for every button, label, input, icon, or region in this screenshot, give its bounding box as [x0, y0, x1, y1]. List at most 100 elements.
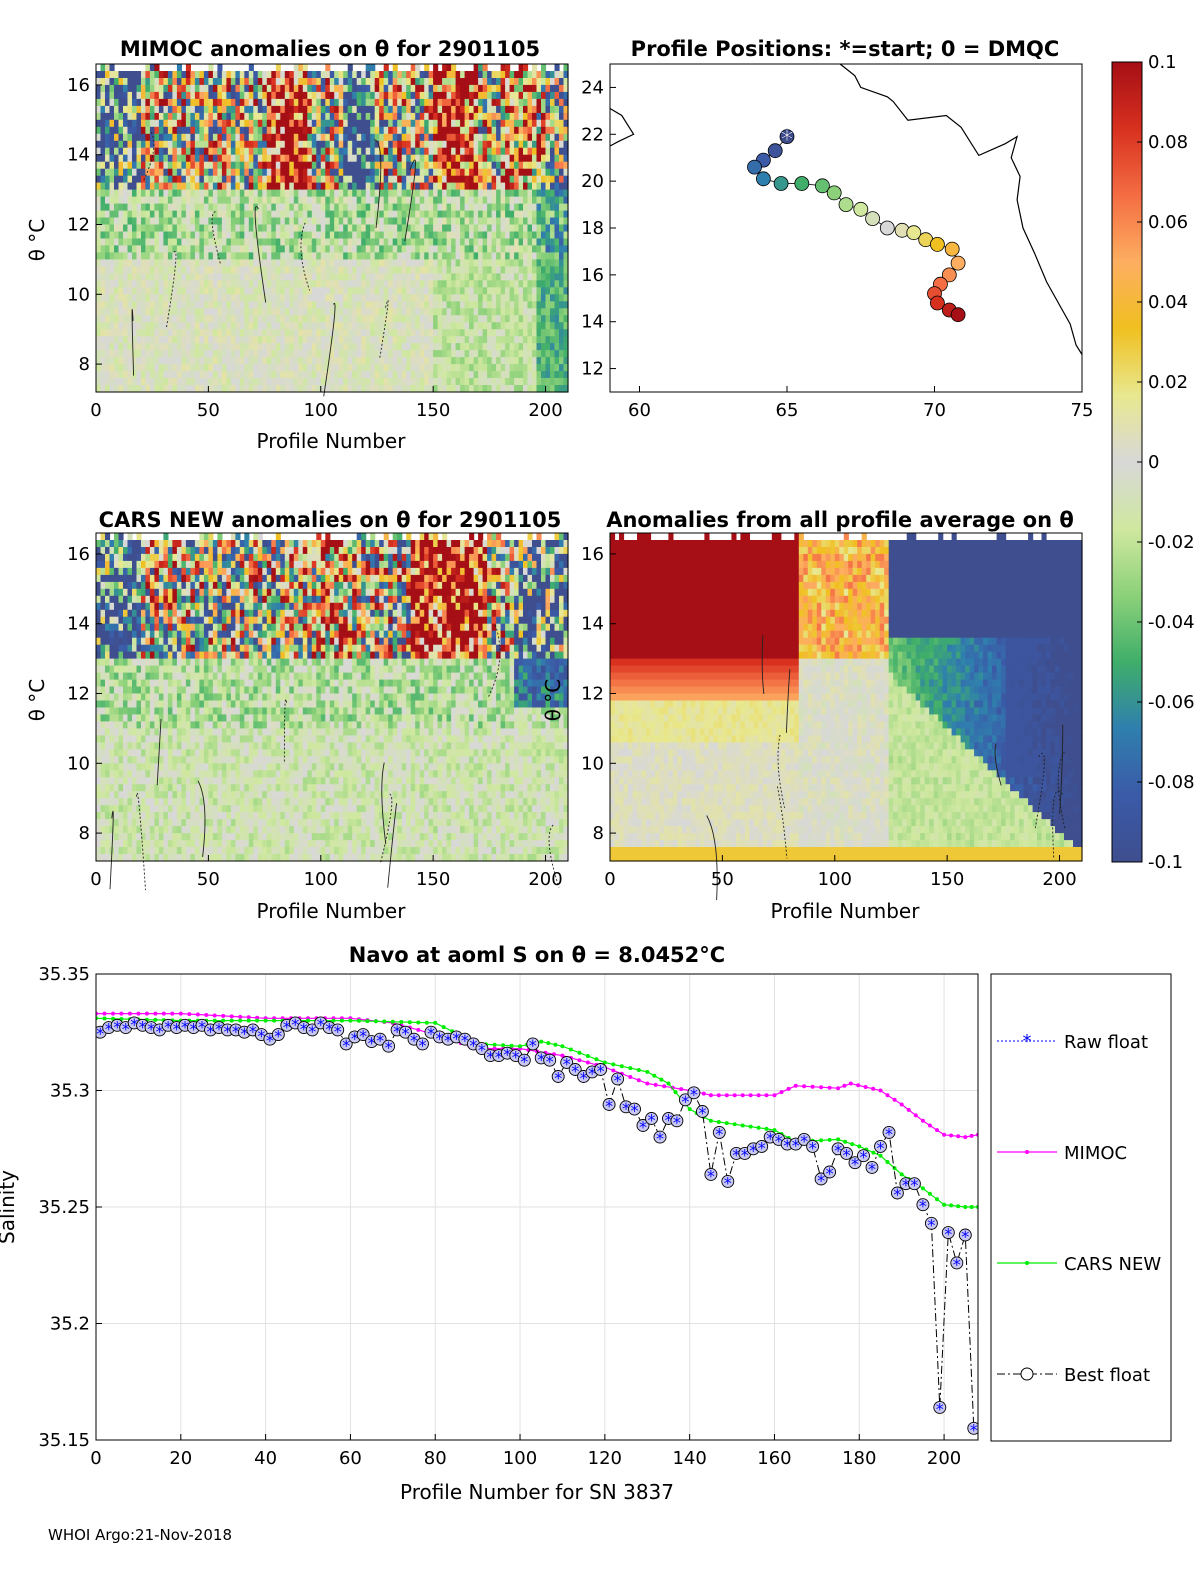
heatmap-cell — [424, 196, 430, 205]
heatmap-cell — [262, 91, 268, 100]
heatmap-cell — [253, 245, 259, 253]
heatmap-cell — [487, 112, 493, 121]
heatmap-cell — [163, 308, 169, 316]
heatmap-cell — [478, 182, 484, 191]
heatmap-cell — [455, 189, 461, 198]
heatmap-cell — [118, 343, 124, 351]
heatmap-cell — [172, 126, 178, 135]
heatmap-cell — [212, 287, 218, 295]
heatmap-cell — [406, 245, 412, 253]
heatmap-cell — [185, 140, 191, 149]
heatmap-cell — [194, 91, 200, 100]
heatmap-cell — [235, 301, 241, 309]
heatmap-cell — [181, 273, 187, 281]
heatmap-cell — [554, 350, 560, 358]
heatmap-cell — [257, 336, 263, 344]
heatmap-cell — [141, 252, 147, 260]
heatmap-cell — [509, 105, 515, 114]
heatmap-cell — [158, 182, 164, 191]
heatmap-cell — [397, 315, 403, 323]
heatmap-cell — [96, 112, 102, 121]
heatmap-cell — [149, 64, 155, 72]
heatmap-cell — [293, 175, 299, 184]
heatmap-cell — [545, 343, 551, 351]
heatmap-cell — [181, 301, 187, 309]
heatmap-cell — [545, 140, 551, 149]
heatmap-cell — [248, 315, 254, 323]
heatmap-cell — [518, 364, 524, 372]
heatmap-cell — [266, 364, 272, 372]
heatmap-cell — [167, 273, 173, 281]
heatmap-cell — [275, 252, 281, 260]
heatmap-cell — [388, 203, 394, 212]
heatmap-cell — [496, 350, 502, 358]
heatmap-cell — [419, 175, 425, 184]
heatmap-cell — [419, 78, 425, 86]
heatmap-cell — [356, 245, 362, 253]
heatmap-cell — [424, 329, 430, 337]
heatmap-cell — [505, 294, 511, 302]
heatmap-cell — [365, 280, 371, 288]
heatmap-cell — [406, 301, 412, 309]
heatmap-cell — [199, 133, 205, 142]
heatmap-cell — [181, 343, 187, 351]
heatmap-cell — [316, 231, 322, 240]
heatmap-cell — [199, 231, 205, 240]
heatmap-cell — [446, 350, 452, 358]
heatmap-cell — [123, 161, 129, 170]
heatmap-cell — [167, 78, 173, 86]
heatmap-cell — [469, 105, 475, 114]
heatmap-cell — [185, 78, 191, 86]
heatmap-cell — [221, 84, 227, 93]
heatmap-cell — [123, 217, 129, 226]
heatmap-cell — [136, 252, 142, 260]
heatmap-cell — [271, 224, 277, 233]
heatmap-cell — [347, 91, 353, 100]
heatmap-cell — [347, 105, 353, 114]
heatmap-cell — [226, 210, 232, 219]
heatmap-cell — [167, 196, 173, 205]
heatmap-cell — [496, 147, 502, 156]
heatmap-cell — [338, 336, 344, 344]
heatmap-cell — [96, 308, 102, 316]
heatmap-cell — [442, 189, 448, 198]
heatmap-cell — [469, 133, 475, 142]
heatmap-cell — [127, 322, 133, 330]
heatmap-cell — [266, 210, 272, 219]
heatmap-cell — [149, 259, 155, 267]
heatmap-cell — [248, 168, 254, 177]
heatmap-cell — [487, 301, 493, 309]
heatmap-cell — [172, 147, 178, 156]
heatmap-cell — [401, 308, 407, 316]
heatmap-cell — [365, 350, 371, 358]
heatmap-cell — [289, 71, 295, 79]
heatmap-cell — [248, 252, 254, 260]
heatmap-cell — [550, 210, 556, 219]
heatmap-cell — [302, 119, 308, 128]
heatmap-cell — [379, 336, 385, 344]
heatmap-cell — [100, 630, 106, 639]
heatmap-cell — [172, 343, 178, 351]
heatmap-cell — [325, 315, 331, 323]
heatmap-cell — [114, 98, 120, 107]
heatmap-cell — [437, 196, 443, 205]
heatmap-cell — [325, 112, 331, 121]
heatmap-cell — [298, 350, 304, 358]
heatmap-cell — [419, 203, 425, 212]
heatmap-cell — [419, 266, 425, 274]
heatmap-cell — [460, 308, 466, 316]
heatmap-cell — [401, 161, 407, 170]
heatmap-cell — [361, 161, 367, 170]
heatmap-cell — [298, 126, 304, 135]
heatmap-cell — [334, 322, 340, 330]
heatmap-cell — [316, 364, 322, 372]
heatmap-cell — [96, 854, 102, 862]
heatmap-cell — [370, 189, 376, 198]
heatmap-cell — [230, 336, 236, 344]
heatmap-cell — [428, 182, 434, 191]
heatmap-cell — [491, 294, 497, 302]
heatmap-cell — [262, 245, 268, 253]
heatmap-cell — [248, 273, 254, 281]
heatmap-cell — [212, 78, 218, 86]
heatmap-cell — [298, 231, 304, 240]
